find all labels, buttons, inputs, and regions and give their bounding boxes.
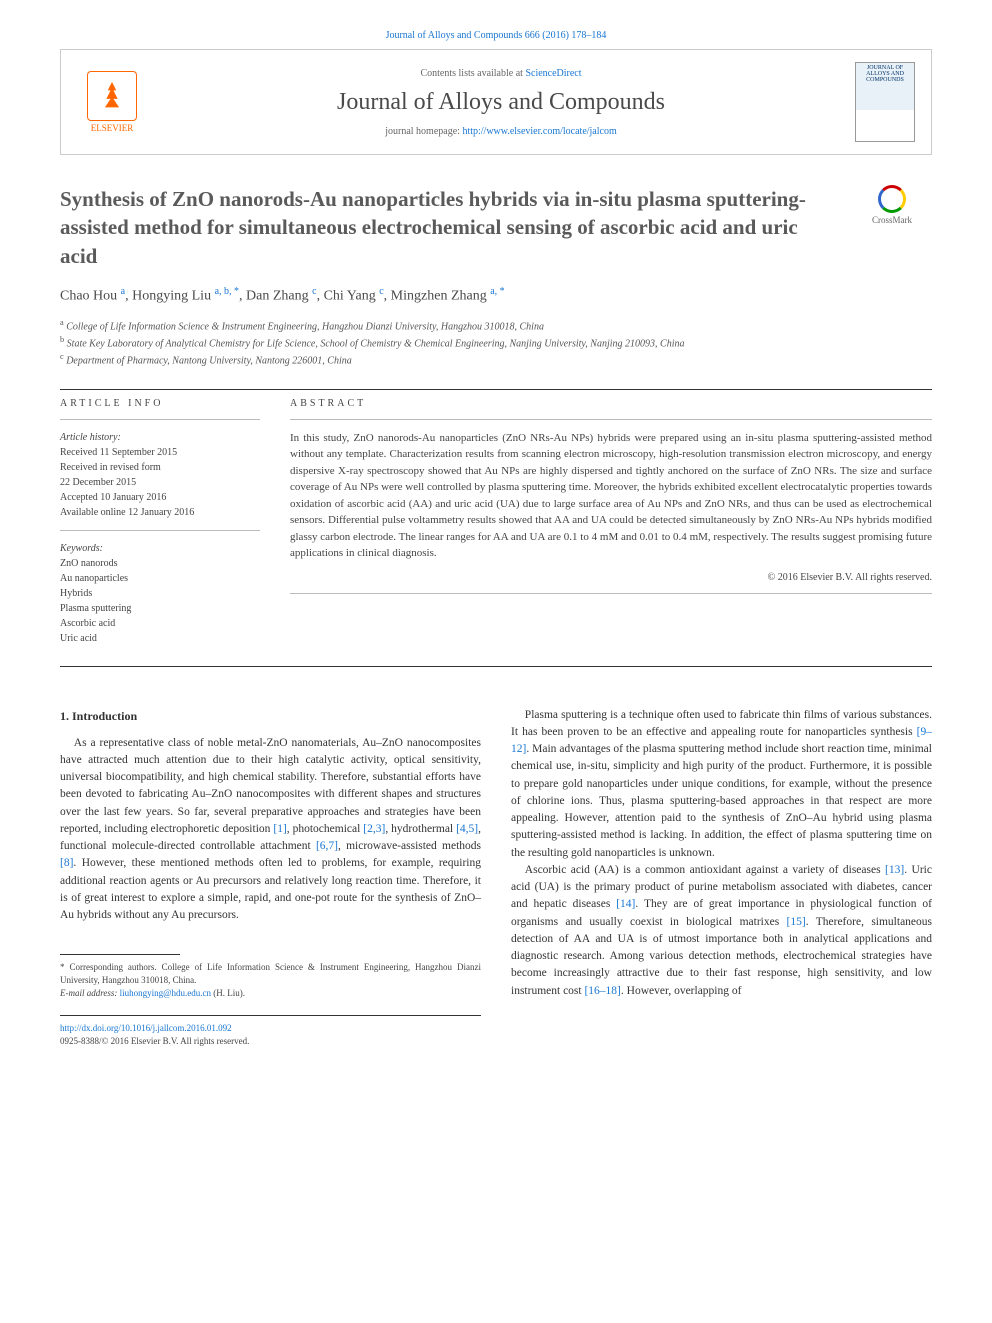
- journal-name: Journal of Alloys and Compounds: [167, 89, 835, 116]
- column-left: 1. Introduction As a representative clas…: [60, 707, 481, 1048]
- body-text: , photochemical: [287, 823, 364, 835]
- paragraph: Ascorbic acid (AA) is a common antioxida…: [511, 862, 932, 1000]
- author-affil-marker: a, *: [490, 286, 504, 297]
- keyword: ZnO nanorods: [60, 556, 260, 571]
- affiliation-line: c Department of Pharmacy, Nantong Univer…: [60, 351, 932, 368]
- body-text: Plasma sputtering is a technique often u…: [511, 709, 932, 738]
- email-suffix: (H. Liu).: [211, 988, 245, 998]
- body-text: . However, these mentioned methods often…: [60, 857, 481, 921]
- author: , Chi Yang: [317, 289, 380, 304]
- abstract: ABSTRACT In this study, ZnO nanorods-Au …: [290, 398, 932, 646]
- keywords-label: Keywords:: [60, 541, 260, 556]
- body-text: As a representative class of noble metal…: [60, 737, 481, 835]
- reference-link[interactable]: [4,5]: [456, 823, 478, 835]
- contents-line: Contents lists available at ScienceDirec…: [167, 68, 835, 79]
- issn-copyright: 0925-8388/© 2016 Elsevier B.V. All right…: [60, 1036, 249, 1046]
- reference-link[interactable]: [16–18]: [584, 985, 620, 997]
- body-text: Ascorbic acid (AA) is a common antioxida…: [525, 864, 885, 876]
- body-columns: 1. Introduction As a representative clas…: [60, 707, 932, 1048]
- intro-heading: 1. Introduction: [60, 707, 481, 725]
- column-right: Plasma sputtering is a technique often u…: [511, 707, 932, 1048]
- info-abstract-row: ARTICLE INFO Article history: Received 1…: [60, 398, 932, 646]
- publisher-name: ELSEVIER: [91, 123, 134, 133]
- paragraph: Plasma sputtering is a technique often u…: [511, 707, 932, 862]
- elsevier-tree-icon: [87, 71, 137, 121]
- history-line: Accepted 10 January 2016: [60, 490, 260, 505]
- author: , Mingzhen Zhang: [384, 289, 491, 304]
- header-center: Contents lists available at ScienceDirec…: [167, 68, 835, 137]
- abstract-label: ABSTRACT: [290, 398, 932, 409]
- author-affil-marker: a, b, *: [215, 286, 239, 297]
- article-history: Article history: Received 11 September 2…: [60, 430, 260, 520]
- sciencedirect-link[interactable]: ScienceDirect: [525, 68, 581, 79]
- paragraph: As a representative class of noble metal…: [60, 735, 481, 925]
- keyword: Plasma sputtering: [60, 601, 260, 616]
- journal-header: ELSEVIER Contents lists available at Sci…: [60, 49, 932, 155]
- author: Chao Hou: [60, 289, 121, 304]
- divider: [290, 593, 932, 594]
- email-link[interactable]: liuhongying@hdu.edu.cn: [120, 988, 211, 998]
- abstract-text: In this study, ZnO nanorods-Au nanoparti…: [290, 430, 932, 562]
- history-label: Article history:: [60, 430, 260, 445]
- reference-link[interactable]: [13]: [885, 864, 904, 876]
- elsevier-logo: ELSEVIER: [77, 62, 147, 142]
- body-text: . Main advantages of the plasma sputteri…: [511, 743, 932, 859]
- affiliation-line: a College of Life Information Science & …: [60, 317, 932, 334]
- affiliations: a College of Life Information Science & …: [60, 317, 932, 369]
- divider: [60, 666, 932, 667]
- affil-text: College of Life Information Science & In…: [64, 321, 544, 332]
- history-line: Available online 12 January 2016: [60, 505, 260, 520]
- authors-line: Chao Hou a, Hongying Liu a, b, *, Dan Zh…: [60, 286, 932, 305]
- bottom-bar: http://dx.doi.org/10.1016/j.jallcom.2016…: [60, 1015, 481, 1047]
- body-text: , microwave-assisted methods: [338, 840, 481, 852]
- reference-link[interactable]: [2,3]: [363, 823, 385, 835]
- author: , Hongying Liu: [125, 289, 214, 304]
- affiliation-line: b State Key Laboratory of Analytical Che…: [60, 334, 932, 351]
- footnote-email-line: E-mail address: liuhongying@hdu.edu.cn (…: [60, 987, 481, 1000]
- history-line: Received 11 September 2015: [60, 445, 260, 460]
- keyword: Ascorbic acid: [60, 616, 260, 631]
- journal-cover-thumbnail: JOURNAL OF ALLOYS AND COMPOUNDS: [855, 62, 915, 142]
- keyword: Hybrids: [60, 586, 260, 601]
- article-title: Synthesis of ZnO nanorods-Au nanoparticl…: [60, 185, 832, 270]
- title-row: Synthesis of ZnO nanorods-Au nanoparticl…: [60, 185, 932, 270]
- affil-text: Department of Pharmacy, Nantong Universi…: [64, 356, 352, 367]
- footnote-separator: [60, 954, 180, 955]
- reference-link[interactable]: [15]: [787, 916, 806, 928]
- doi-link[interactable]: http://dx.doi.org/10.1016/j.jallcom.2016…: [60, 1023, 232, 1033]
- crossmark-label: CrossMark: [872, 215, 912, 225]
- article-info: ARTICLE INFO Article history: Received 1…: [60, 398, 260, 646]
- divider: [290, 419, 932, 420]
- reference-link[interactable]: [14]: [616, 898, 635, 910]
- homepage-label: journal homepage:: [385, 126, 462, 137]
- crossmark-icon: [878, 185, 906, 213]
- body-text: . However, overlapping of: [621, 985, 742, 997]
- affil-text: State Key Laboratory of Analytical Chemi…: [64, 338, 684, 349]
- keywords-block: Keywords: ZnO nanorodsAu nanoparticlesHy…: [60, 541, 260, 646]
- homepage-line: journal homepage: http://www.elsevier.co…: [167, 126, 835, 137]
- homepage-link[interactable]: http://www.elsevier.com/locate/jalcom: [462, 126, 616, 137]
- article-info-label: ARTICLE INFO: [60, 398, 260, 409]
- contents-text: Contents lists available at: [420, 68, 525, 79]
- corresponding-author-footnote: * Corresponding authors. College of Life…: [60, 961, 481, 999]
- reference-link[interactable]: [1]: [273, 823, 286, 835]
- divider: [60, 389, 932, 390]
- divider: [60, 419, 260, 420]
- keyword: Uric acid: [60, 631, 260, 646]
- crossmark-widget[interactable]: CrossMark: [852, 185, 932, 225]
- author: , Dan Zhang: [239, 289, 312, 304]
- footnote-text: * Corresponding authors. College of Life…: [60, 961, 481, 986]
- top-citation: Journal of Alloys and Compounds 666 (201…: [60, 30, 932, 41]
- history-line: 22 December 2015: [60, 475, 260, 490]
- body-text: , hydrothermal: [385, 823, 456, 835]
- abstract-copyright: © 2016 Elsevier B.V. All rights reserved…: [290, 572, 932, 583]
- reference-link[interactable]: [8]: [60, 857, 73, 869]
- keyword: Au nanoparticles: [60, 571, 260, 586]
- history-line: Received in revised form: [60, 460, 260, 475]
- email-label: E-mail address:: [60, 988, 120, 998]
- reference-link[interactable]: [6,7]: [316, 840, 338, 852]
- divider: [60, 530, 260, 531]
